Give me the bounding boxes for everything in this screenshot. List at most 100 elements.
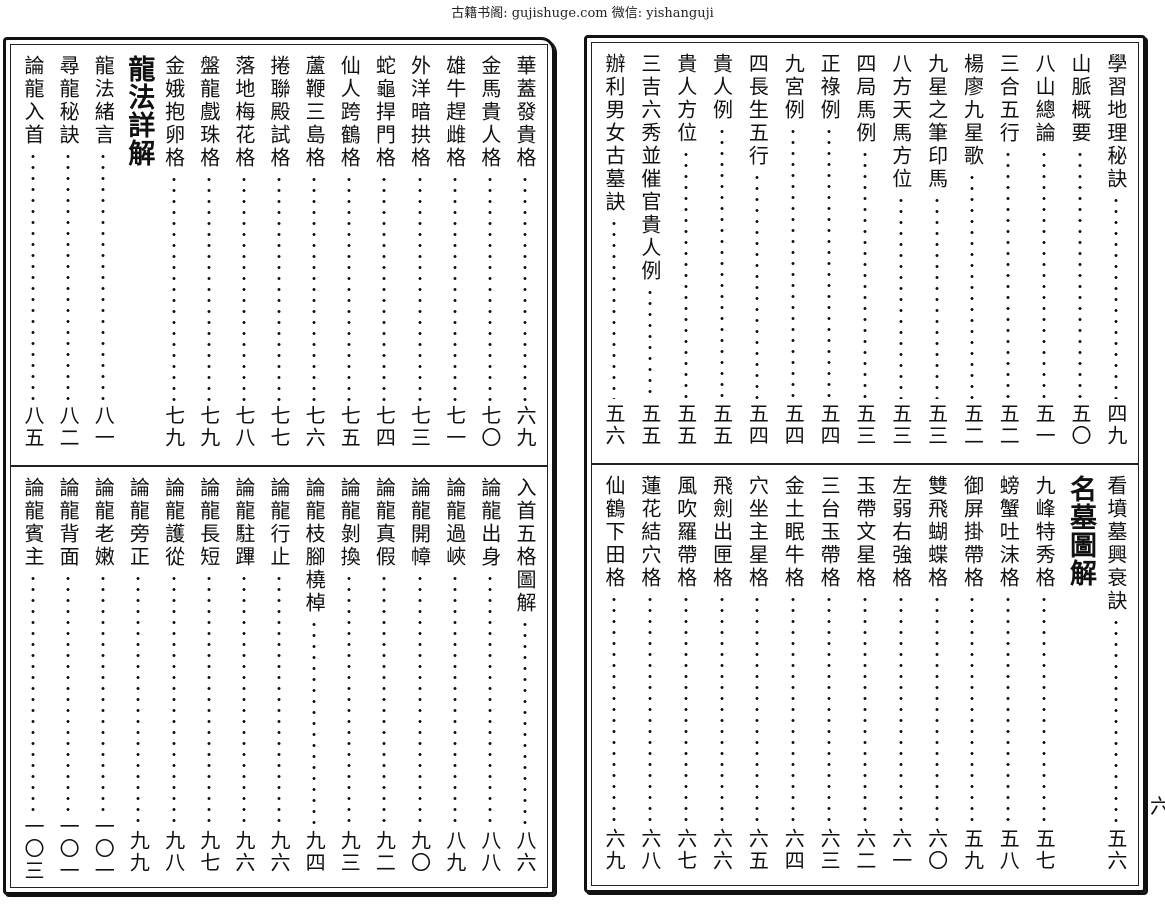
toc-entry-page-number: 五三 (924, 403, 949, 447)
toc-entry-page-number: 五五 (709, 403, 734, 447)
toc-entry-title: 論龍護從 (161, 477, 186, 569)
toc-entry-title: 御屏掛帶格 (960, 475, 985, 590)
toc-entry-title: 玉帶文星格 (852, 475, 877, 590)
toc-entry: 尋龍秘訣 八二 (52, 55, 84, 457)
dot-leader (311, 619, 318, 826)
dot-leader (1041, 149, 1048, 399)
toc-entry-title: 雙飛蝴蝶格 (924, 475, 949, 590)
toc-entry-page-number: 八一 (91, 405, 116, 449)
dot-leader (1005, 594, 1012, 824)
toc-entry: 三台玉帶格 六三 (813, 475, 845, 880)
toc-entry-title: 論龍真假 (372, 477, 397, 569)
toc-entry-title: 三台玉帶格 (817, 475, 842, 590)
dot-leader (381, 174, 388, 401)
toc-section: 入首五格圖解 八六 論龍出身 八八 論龍過峽 八九 論龍開幛 九〇 論龍真假 九二 論龍剝換 九三 論龍… (11, 477, 547, 882)
toc-entry-page-number: 六四 (781, 828, 806, 872)
dot-leader (521, 619, 528, 826)
dot-leader (65, 573, 72, 812)
dot-leader (1041, 594, 1048, 824)
dot-leader (135, 573, 142, 826)
toc-entry-title: 蘆鞭三島格 (302, 55, 327, 170)
toc-entry: 論龍旁正 九九 (122, 477, 154, 882)
toc-entry-title: 左弱右強格 (888, 475, 913, 590)
toc-entry-page-number: 六七 (673, 828, 698, 872)
toc-entry: 外洋暗拱格 七三 (404, 55, 436, 457)
toc-entry: 論龍剝換 九三 (333, 477, 365, 882)
dot-leader (897, 195, 904, 399)
toc-entry-title: 論龍枝腳橈棹 (302, 477, 327, 615)
toc-entry: 八方天馬方位 五三 (885, 53, 917, 455)
toc-entry-title: 論龍開幛 (407, 477, 432, 569)
toc-entry: 仙人跨鶴格 七五 (333, 55, 365, 457)
toc-entry: 金土眠牛格 六四 (777, 475, 809, 880)
toc-entry-page-number: 七九 (161, 405, 186, 449)
toc-entry-title: 蛇龜捍門格 (372, 55, 397, 170)
toc-entry: 金娥抱卵格 七九 (158, 55, 190, 457)
toc-entry-page-number: 六一 (888, 828, 913, 872)
toc-entry-title: 外洋暗拱格 (407, 55, 432, 170)
dot-leader (100, 573, 107, 812)
toc-entry: 九星之筆印馬 五三 (921, 53, 953, 455)
toc-entry: 穴坐主星格 六五 (741, 475, 773, 880)
toc-entry: 雙飛蝴蝶格 六〇 (921, 475, 953, 880)
toc-entry: 論龍行止 九六 (263, 477, 295, 882)
toc-entry-page-number: 五二 (960, 403, 985, 447)
toc-entry-page-number: 九六 (266, 830, 291, 874)
dot-leader (1112, 617, 1119, 824)
toc-entry: 論龍入首 八五 (17, 55, 49, 457)
toc-entry-page-number: 五六 (602, 403, 626, 447)
toc-entry-title: 辦利男女古墓訣 (602, 53, 626, 214)
dot-leader (451, 573, 458, 826)
toc-heading: 龍法詳解 (122, 55, 154, 457)
toc-entry-page-number: 六八 (637, 828, 662, 872)
toc-entry: 龍法緒言 八一 (87, 55, 119, 457)
toc-entry-page-number: 八五 (21, 405, 45, 449)
toc-entry-page-number: 五〇 (1067, 403, 1092, 447)
toc-entry-title: 九宮例 (781, 53, 806, 122)
toc-entry-title: 論龍賓主 (21, 477, 45, 569)
dot-leader (346, 573, 353, 826)
dot-leader (346, 174, 353, 401)
toc-entry: 蛇龜捍門格 七四 (368, 55, 400, 457)
toc-entry-title: 入首五格圖解 (512, 477, 537, 615)
dot-leader (969, 594, 976, 824)
dot-leader (790, 126, 797, 399)
toc-entry: 四長生五行 五四 (741, 53, 773, 455)
toc-entry-title: 八山總論 (1032, 53, 1057, 145)
toc-entry: 論龍背面 一〇一 (52, 477, 84, 882)
dot-leader (826, 594, 833, 824)
toc-entry-title: 論龍背面 (56, 477, 81, 569)
toc-entry-page-number: 七三 (407, 405, 432, 449)
dot-leader (311, 174, 318, 401)
toc-entry-page-number: 四九 (1103, 403, 1128, 447)
toc-entry-title: 論龍老嫩 (91, 477, 116, 569)
toc-entry-page-number: 七八 (231, 405, 256, 449)
right-page: 學習地理秘訣 四九 山脈概要 五〇 八山總論 五一 三合五行 五二 楊廖九星歌 五二 九星之筆印馬五… (584, 35, 1146, 893)
toc-entry-title: 四局馬例 (852, 53, 877, 145)
toc-entry-page-number: 一〇一 (91, 816, 116, 882)
toc-entry: 論龍護從 九八 (158, 477, 190, 882)
dot-leader (718, 594, 725, 824)
dot-leader (646, 594, 653, 824)
dot-leader (240, 174, 247, 401)
toc-entry-page-number: 七五 (337, 405, 362, 449)
dot-leader (170, 174, 177, 401)
toc-entry-title: 正祿例 (817, 53, 842, 122)
toc-entry: 左弱右強格 六一 (885, 475, 917, 880)
toc-entry-title: 捲聯殿試格 (266, 55, 291, 170)
toc-entry: 論龍老嫩 一〇一 (87, 477, 119, 882)
divider (592, 463, 1138, 465)
toc-entry-page-number: 六九 (602, 828, 626, 872)
dot-leader (30, 151, 36, 401)
toc-entry-page-number: 五五 (637, 403, 662, 447)
dot-leader (416, 174, 423, 401)
dot-leader (30, 573, 36, 812)
toc-entry-page-number: 九八 (161, 830, 186, 874)
toc-entry-title: 名墓圖解 (1064, 475, 1096, 587)
toc-entry-page-number: 九三 (337, 830, 362, 874)
toc-entry-page-number: 七九 (196, 405, 221, 449)
toc-entry-page-number: 五三 (888, 403, 913, 447)
left-page: 華蓋發貴格 六九 金馬貴人格 七〇 雄牛趕雌格 七一 外洋暗拱格 七三 蛇龜捍門格 七四 仙人跨鶴格… (3, 37, 555, 895)
dot-leader (790, 594, 797, 824)
toc-entry: 論龍賓主 一〇三 (17, 477, 49, 882)
